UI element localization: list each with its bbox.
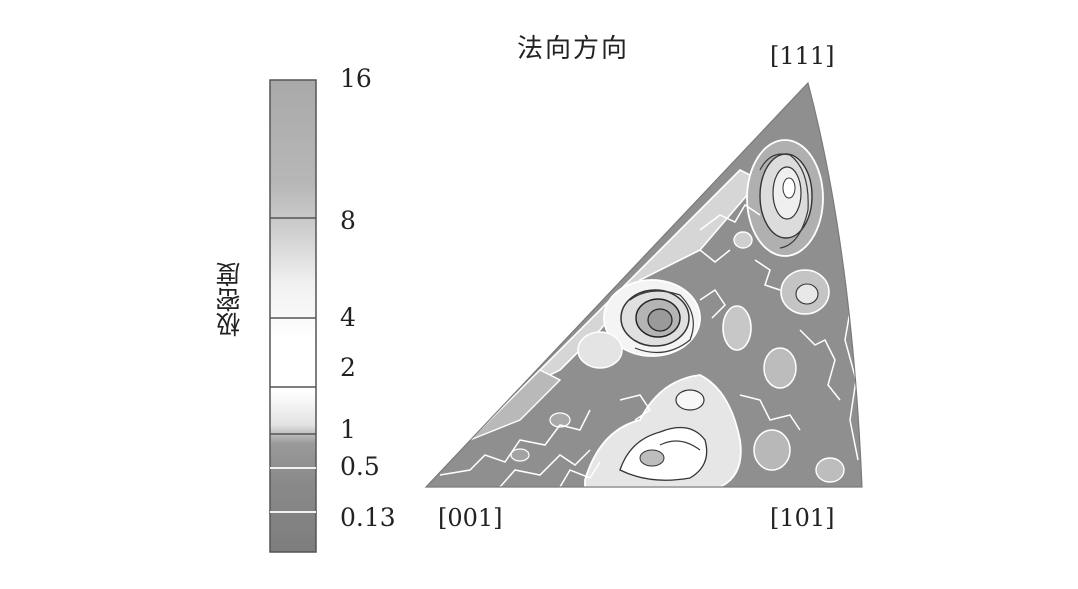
blob-mid-2 [763,347,797,389]
blob-left-3 [510,448,530,462]
blob-left-2 [549,412,571,428]
peak-center-core [647,308,673,332]
blob-left-1 [577,331,623,369]
corner-label-101: [101] [770,504,835,532]
colorbar-fill [269,79,317,553]
density-contours [439,129,859,487]
colorbar-tick-05: 0.5 [340,452,380,481]
blob-right-1-inner [795,283,819,305]
blob-upper-1 [733,231,753,249]
peak-lower-blob [639,449,665,467]
colorbar-tick-2: 2 [340,353,356,382]
contour-edge-band [519,169,762,391]
colorbar-tick-013: 0.13 [340,503,396,532]
pole-figure-triangle [424,81,863,488]
blob-mid-4 [815,457,845,483]
corner-label-111: [111] [770,42,835,70]
colorbar-tick-8: 8 [340,206,356,235]
colorbar [269,79,317,553]
colorbar-tick-1: 1 [340,415,356,444]
colorbar-label: 极密度 [215,262,244,337]
blob-mid-3 [753,429,791,471]
peak-lower-mid [619,426,708,481]
contour-edge-band-2 [469,369,562,441]
corner-label-001: [001] [438,504,503,532]
peak-lower-core [675,389,705,411]
chart-title: 法向方向 [517,34,630,64]
triangle-outline [424,81,863,488]
peak-111-core [782,177,796,199]
colorbar-tick-4: 4 [340,303,356,332]
blob-mid-1 [722,305,752,351]
colorbar-tick-16: 16 [340,64,372,93]
contour-lines-dark [629,153,809,451]
